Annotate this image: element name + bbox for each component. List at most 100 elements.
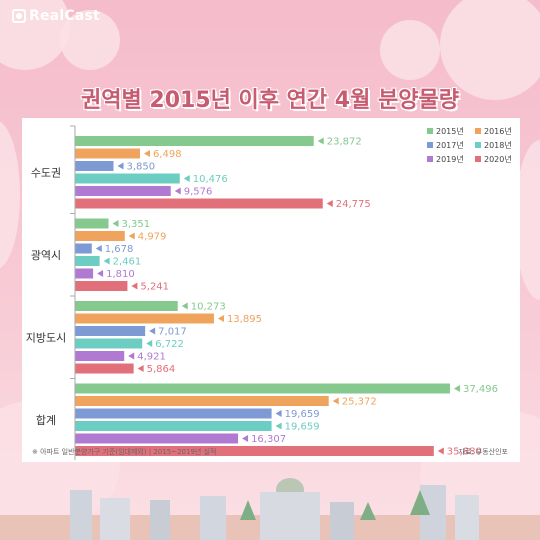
data-label-pointer (183, 175, 190, 182)
legend-label: 2019년 (436, 154, 464, 164)
data-label: 16,307 (251, 434, 286, 445)
source-note: 자료: 부동산인포 (458, 448, 508, 456)
data-label-pointer (95, 245, 102, 252)
legend-swatch (475, 128, 481, 134)
category-label: 수도권 (31, 166, 61, 179)
data-label: 6,722 (155, 339, 184, 350)
data-label-pointer (97, 270, 104, 277)
data-label-pointer (217, 315, 224, 322)
legend-label: 2015년 (436, 126, 464, 136)
data-label-pointer (128, 352, 135, 360)
bar (75, 268, 94, 279)
data-label-pointer (112, 220, 119, 227)
bar (75, 198, 323, 209)
data-label-pointer (317, 137, 324, 145)
bar (75, 231, 125, 241)
data-label: 5,864 (147, 364, 176, 375)
category-label: 광역시 (31, 249, 61, 262)
data-label: 1,678 (105, 244, 134, 255)
footnote: ※ 아파트 일반분양가구 기준(임대제외) | 2015~2019년 실적 (32, 448, 217, 456)
bar (75, 338, 143, 349)
category-label: 합계 (36, 414, 56, 427)
data-label-pointer (275, 422, 282, 430)
data-label-pointer (143, 150, 150, 157)
data-label: 3,351 (122, 219, 151, 230)
bar (75, 243, 92, 254)
legend-label: 2017년 (436, 140, 464, 150)
city-skyline-illustration (0, 478, 540, 540)
data-label: 37,496 (463, 384, 498, 395)
data-label: 3,850 (127, 162, 156, 173)
data-label: 19,659 (285, 409, 320, 420)
bar (75, 396, 329, 406)
data-label-pointer (146, 340, 153, 347)
data-label-pointer (332, 397, 339, 405)
bar (75, 186, 171, 196)
data-label: 5,241 (140, 282, 169, 293)
legend-swatch (475, 156, 481, 162)
data-label-pointer (242, 435, 249, 442)
bar (75, 326, 146, 336)
blossom-decoration (440, 0, 540, 100)
bar (75, 218, 109, 229)
blossom-decoration (60, 10, 120, 70)
bar (75, 351, 125, 361)
data-label: 4,979 (138, 232, 167, 243)
bar (75, 421, 272, 431)
data-label: 19,659 (285, 422, 320, 433)
bar (75, 281, 128, 291)
data-label-pointer (117, 162, 124, 170)
bar (75, 433, 239, 444)
bar (75, 136, 314, 146)
bar (75, 148, 140, 159)
data-label: 9,576 (184, 187, 213, 198)
bar (75, 161, 114, 171)
data-label-pointer (453, 385, 460, 392)
legend-label: 2018년 (484, 140, 512, 150)
data-label: 1,810 (106, 269, 135, 280)
data-label: 23,872 (327, 137, 362, 148)
bar (75, 173, 180, 184)
blossom-decoration (0, 120, 20, 270)
brand-logo: RealCast (12, 8, 100, 24)
data-label-pointer (137, 365, 144, 372)
legend-swatch (427, 156, 433, 162)
data-label: 13,895 (227, 314, 262, 325)
category-label: 지방도시 (26, 331, 66, 344)
data-label: 10,476 (193, 174, 228, 185)
data-label: 7,017 (158, 327, 187, 338)
legend-label: 2020년 (484, 154, 512, 164)
data-label-pointer (131, 282, 138, 290)
legend-swatch (427, 128, 433, 134)
data-label: 35,880 (447, 447, 482, 458)
bar (75, 383, 450, 394)
data-label-pointer (149, 327, 156, 335)
data-label-pointer (174, 187, 181, 195)
logo-icon (12, 9, 26, 23)
data-label-pointer (275, 410, 282, 417)
data-label: 4,921 (137, 352, 166, 363)
data-label: 24,775 (336, 199, 371, 210)
brand-logo-text: RealCast (29, 8, 100, 24)
legend-swatch (475, 142, 481, 148)
bar (75, 408, 272, 419)
chart-title: 권역별 2015년 이후 연간 4월 분양물량 (81, 88, 459, 113)
bar-chart: 23,872 6,498 3,850 10,476 9,576 24,775 수도권 3,35… (26, 125, 512, 460)
data-label-pointer (128, 232, 135, 240)
legend-swatch (427, 142, 433, 148)
data-label: 6,498 (153, 149, 182, 160)
blossom-decoration (380, 20, 440, 80)
bar (75, 363, 134, 374)
data-label: 2,461 (113, 257, 142, 268)
bar (75, 446, 434, 456)
legend-label: 2016년 (484, 126, 512, 136)
bar (75, 301, 178, 311)
data-label: 10,273 (191, 302, 226, 313)
chart-panel: 23,872 6,498 3,850 10,476 9,576 24,775 수도권 3,35… (22, 118, 520, 462)
data-label-pointer (103, 257, 110, 265)
bar (75, 313, 214, 324)
data-label-pointer (181, 302, 188, 310)
data-label-pointer (437, 447, 444, 455)
data-label: 25,372 (342, 397, 377, 408)
bar (75, 256, 100, 266)
